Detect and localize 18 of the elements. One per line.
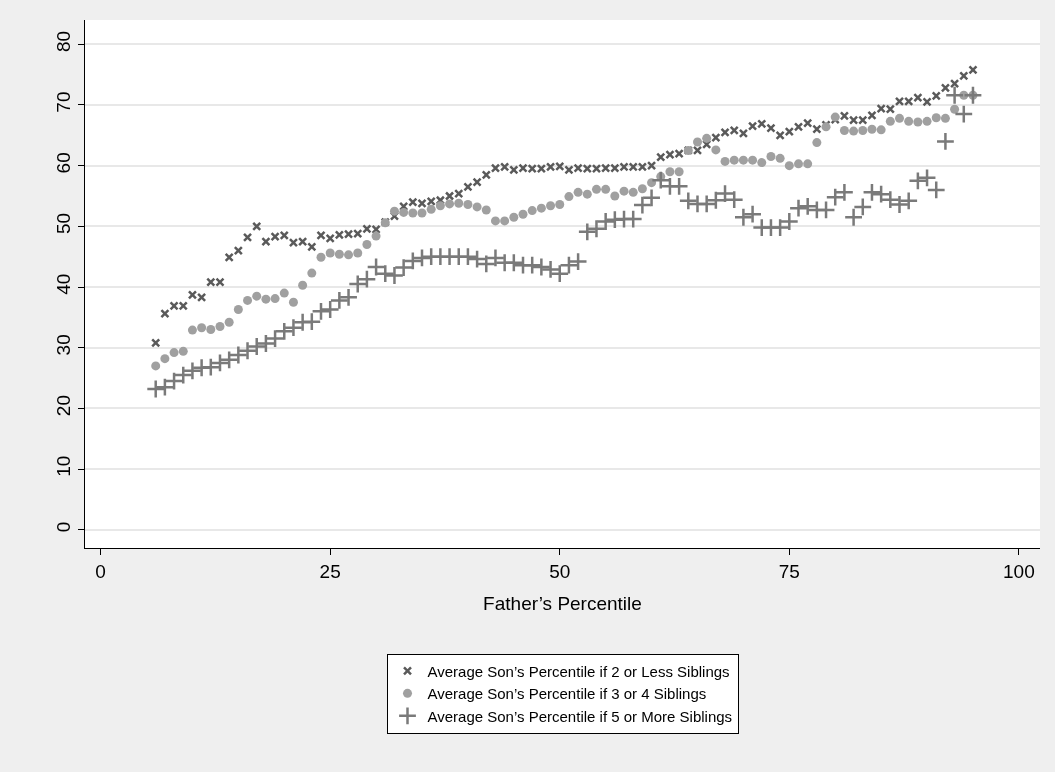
x-tick-label: 25 [319,560,341,582]
y-tick-label: 80 [53,30,75,52]
x-axis-title: Father’s Percentile [483,592,642,614]
y-tick-label: 70 [53,91,75,113]
y-tick-label: 10 [53,455,75,477]
x-tick-label: 0 [95,560,106,582]
y-tick-label: 30 [53,334,75,356]
y-tick-label: 0 [53,521,75,533]
legend-label: Average Son’s Percentile if 3 or 4 Siblings [427,685,707,703]
y-tick-label: 60 [53,152,75,174]
legend-label: Average Son’s Percentile if 2 or Less Siblings [427,662,730,680]
x-tick-label: 100 [1003,560,1035,582]
x-tick-label: 50 [549,560,571,582]
y-tick-label: 20 [53,394,75,417]
y-tick-label: 40 [53,273,75,295]
x-tick-label: 75 [778,560,800,582]
y-tick-label: 50 [53,212,75,235]
legend-label: Average Son’s Percentile if 5 or More Siblings [427,707,733,725]
